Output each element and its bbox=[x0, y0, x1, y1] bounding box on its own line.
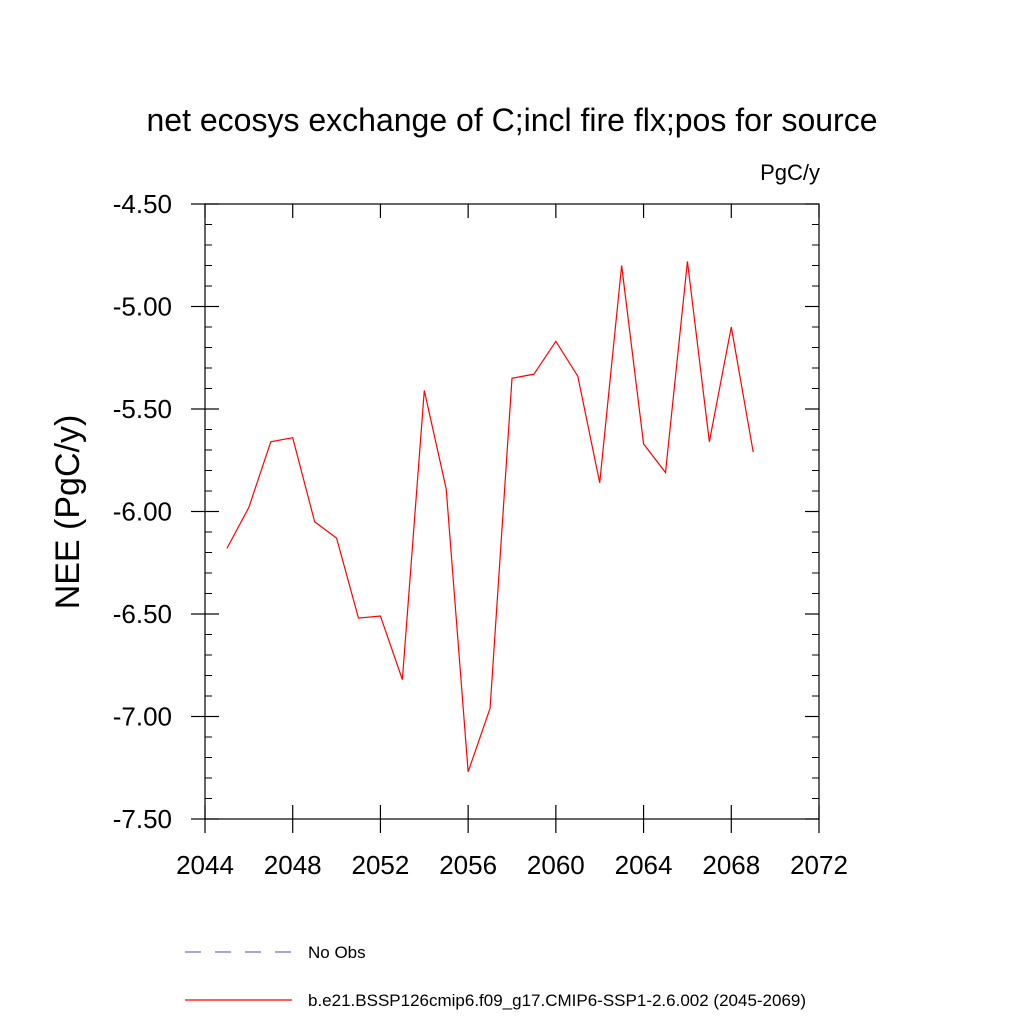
legend: No Obs b.e21.BSSP126cmip6.f09_g17.CMIP6-… bbox=[185, 943, 806, 1010]
data-point bbox=[335, 537, 338, 540]
legend-label-no-obs: No Obs bbox=[308, 943, 366, 962]
data-point bbox=[554, 340, 557, 343]
y-tick-label: -5.00 bbox=[113, 292, 172, 322]
data-point bbox=[686, 260, 689, 263]
data-point bbox=[708, 440, 711, 443]
x-tick-label: 2056 bbox=[439, 850, 497, 880]
y-tick-label: -4.50 bbox=[113, 189, 172, 219]
chart-title: net ecosys exchange of C;incl fire flx;p… bbox=[146, 102, 877, 138]
data-point bbox=[291, 436, 294, 439]
y-axis-label: NEE (PgC/y) bbox=[49, 415, 87, 610]
data-point bbox=[423, 389, 426, 392]
y-tick-label: -7.00 bbox=[113, 702, 172, 732]
x-tick-label: 2044 bbox=[176, 850, 234, 880]
data-point bbox=[489, 707, 492, 710]
axis-ticks bbox=[191, 203, 820, 833]
series-line bbox=[226, 261, 754, 773]
data-point bbox=[598, 481, 601, 484]
data-point bbox=[269, 440, 272, 443]
tick-labels: 2044 2048 2052 2056 2060 2064 2068 2072 -4.50 -5.… bbox=[113, 189, 848, 880]
data-point bbox=[532, 373, 535, 376]
units-label: PgC/y bbox=[760, 160, 820, 185]
legend-label-model: b.e21.BSSP126cmip6.f09_g17.CMIP6-SSP1-2.… bbox=[308, 991, 806, 1010]
x-tick-label: 2048 bbox=[264, 850, 322, 880]
y-tick-label: -6.00 bbox=[113, 497, 172, 527]
data-point bbox=[313, 520, 316, 523]
x-tick-label: 2060 bbox=[527, 850, 585, 880]
x-tick-label: 2064 bbox=[615, 850, 673, 880]
data-point bbox=[620, 264, 623, 267]
y-tick-label: -5.50 bbox=[113, 394, 172, 424]
x-tick-label: 2072 bbox=[790, 850, 848, 880]
y-tick-label: -7.50 bbox=[113, 804, 172, 834]
data-point bbox=[576, 375, 579, 378]
data-point bbox=[642, 442, 645, 445]
data-point bbox=[401, 678, 404, 681]
y-tick-label: -6.50 bbox=[113, 599, 172, 629]
data-point bbox=[730, 326, 733, 329]
series-layer bbox=[225, 260, 755, 773]
plot-frame bbox=[204, 203, 820, 820]
data-point bbox=[752, 451, 755, 454]
data-point bbox=[379, 615, 382, 618]
data-point bbox=[357, 617, 360, 620]
data-point bbox=[467, 770, 470, 773]
data-point bbox=[511, 377, 514, 380]
x-tick-label: 2068 bbox=[702, 850, 760, 880]
data-point bbox=[247, 506, 250, 509]
x-tick-label: 2052 bbox=[352, 850, 410, 880]
data-point bbox=[225, 547, 228, 550]
data-point bbox=[664, 471, 667, 474]
data-point bbox=[445, 487, 448, 490]
